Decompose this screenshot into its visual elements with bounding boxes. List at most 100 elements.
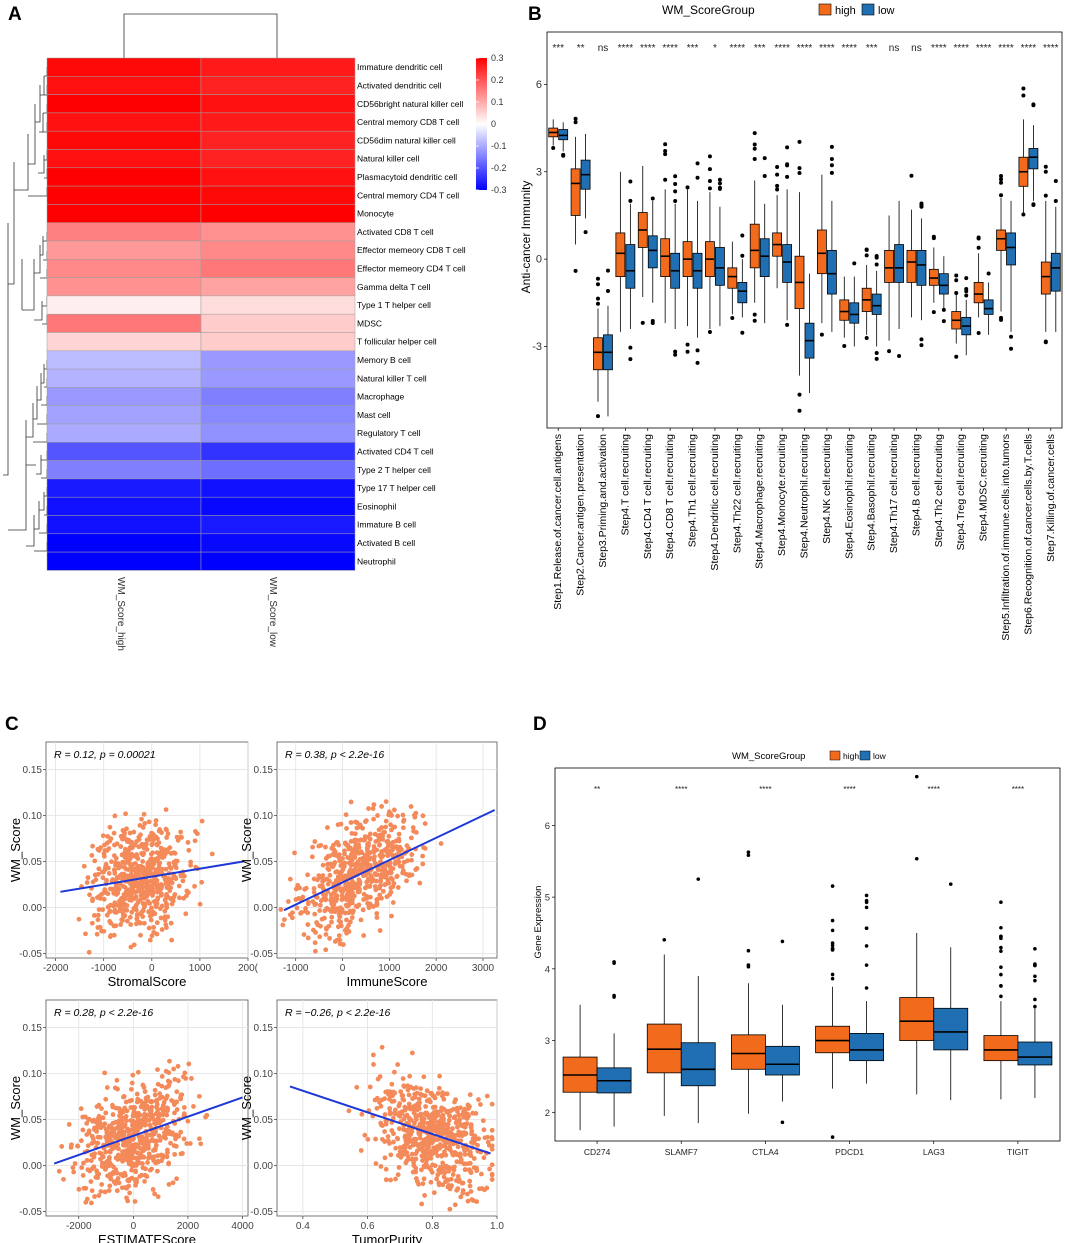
scatter-point <box>154 878 160 884</box>
outlier-point <box>914 856 919 861</box>
scatter-point <box>103 864 108 870</box>
outlier-point <box>1009 334 1014 339</box>
scatter-point <box>391 1131 396 1137</box>
scatter-point <box>381 848 387 853</box>
scatter-point <box>134 1091 140 1097</box>
box-high <box>973 282 984 304</box>
heatmap-cell <box>200 460 356 480</box>
scatter-point <box>462 1151 468 1157</box>
box-low <box>625 244 636 289</box>
outlier-point <box>842 344 847 349</box>
scatter-point <box>378 1120 384 1126</box>
scatter-point <box>171 850 177 856</box>
scatter-point <box>96 1102 102 1108</box>
scatter-point <box>142 821 148 826</box>
scatter-point <box>326 867 332 873</box>
y-tick-label: 0.10 <box>23 811 43 822</box>
y-tick-label: 0.10 <box>254 811 274 822</box>
heatmap-cell <box>46 167 202 187</box>
scatter-point <box>292 850 297 856</box>
scatter-point <box>329 863 335 869</box>
scatter-point <box>150 871 156 876</box>
scatter-point <box>153 818 159 823</box>
scatter-point <box>167 845 173 851</box>
scatter-point <box>140 885 145 890</box>
scatter-point <box>423 1104 429 1109</box>
heatmap-row-label: Type 17 T helper cell <box>357 483 436 493</box>
scatter-point <box>408 804 414 809</box>
scatter-point <box>407 1144 413 1150</box>
scatter-point <box>113 923 119 929</box>
scatter-point <box>110 1120 116 1126</box>
heatmap-row-label: Central memory CD8 T cell <box>357 117 459 127</box>
scatter-point <box>398 1089 404 1094</box>
scatter-point <box>460 1190 466 1196</box>
heatmap-row-label: Eosinophil <box>357 501 396 511</box>
scatter-point <box>402 859 407 865</box>
scatter-point <box>153 898 158 904</box>
box-high <box>899 997 935 1041</box>
scatter-point <box>140 1165 146 1171</box>
scatter-point <box>441 1174 447 1180</box>
scatter-point <box>110 1127 116 1132</box>
scatter-point <box>137 1173 143 1179</box>
outlier-point <box>663 152 668 157</box>
scatter-point <box>178 834 184 840</box>
outlier-point <box>785 145 790 150</box>
scatter-point <box>153 1146 158 1151</box>
category-label: Step4.CD4 T cell.recruiting <box>642 434 654 559</box>
scatter-point <box>368 873 374 878</box>
scatter-point <box>122 854 128 860</box>
scatter-point <box>147 867 153 873</box>
y-tick-label: 0.05 <box>23 1115 43 1126</box>
scatter-point <box>84 1157 90 1163</box>
outlier-point <box>797 392 802 397</box>
scatter-point <box>409 1050 415 1056</box>
scatter-point <box>106 904 112 910</box>
scatter-point <box>365 850 371 855</box>
correlation-annotation: R = 0.12, p = 0.00021 <box>54 749 156 761</box>
outlier-point <box>640 320 645 325</box>
y-tick-label: 0.10 <box>254 1069 274 1080</box>
scatter-point <box>147 1122 153 1128</box>
scatter-point <box>100 833 106 839</box>
heatmap-row-label: Mast cell <box>357 410 391 420</box>
regression-line <box>53 1096 243 1165</box>
scatter-point <box>312 940 318 946</box>
heatmap-cell <box>200 167 356 187</box>
outlier-point <box>1021 93 1026 98</box>
scatter-point <box>348 839 354 844</box>
outlier-point <box>829 163 834 168</box>
outlier-point <box>551 145 556 150</box>
scatter-point <box>95 1134 101 1140</box>
outlier-point <box>864 898 869 903</box>
scatter-point <box>303 885 309 891</box>
heatmap-row-label: Activated B cell <box>357 538 415 548</box>
outlier-point <box>1031 103 1036 108</box>
significance-label: ** <box>577 43 585 54</box>
outlier-point <box>864 986 869 990</box>
scatter-point <box>138 1098 144 1104</box>
scatter-point <box>482 1135 488 1141</box>
outlier-point <box>874 262 879 267</box>
scatter-point <box>489 1101 495 1107</box>
scatter-point <box>462 1106 468 1112</box>
scatter-point <box>429 1169 435 1175</box>
scatter-point <box>78 1138 84 1144</box>
category-label: Step4.Neutrophil.recruiting <box>799 434 811 558</box>
scatter-point <box>484 1093 490 1099</box>
scatter-point <box>163 1068 169 1074</box>
scatter-point <box>83 1199 89 1205</box>
scatter-point <box>102 1189 108 1195</box>
scatter-point <box>353 903 359 909</box>
category-label: Step4.Th2 cell.recruiting <box>933 434 945 547</box>
scatter-point <box>342 848 347 854</box>
scatter-point <box>389 1081 395 1087</box>
significance-label: **** <box>797 43 813 54</box>
scatter-point <box>134 1112 140 1118</box>
heatmap-cell <box>46 277 202 297</box>
scatter-point <box>165 831 171 837</box>
scatter-point <box>167 1058 172 1064</box>
scatter-point <box>434 1176 440 1182</box>
category-label: Step4.B cell.recruiting <box>910 434 922 536</box>
